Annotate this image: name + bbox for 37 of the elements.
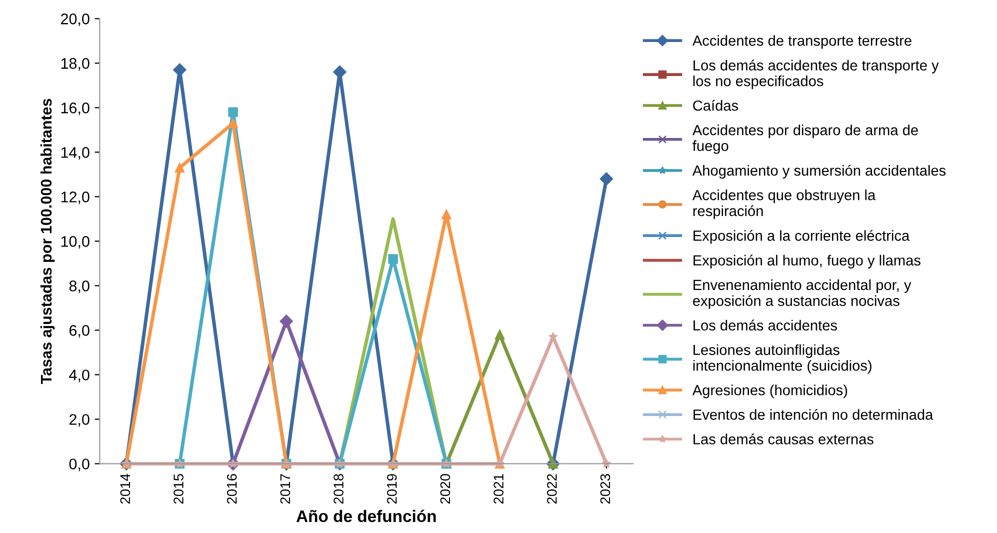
y-tick-label: 18,0: [61, 58, 90, 71]
y-axis-title: Tasas ajustadas por 100.000 habitantes: [40, 98, 55, 384]
y-tick-label: 16,0: [61, 102, 90, 116]
x-tick-label: 2014: [120, 474, 130, 504]
y-tick-label: 10,0: [61, 236, 90, 249]
legend-label: Accidentes que obstruyen la respiración: [692, 190, 876, 220]
legend-label: Envenenamiento accidental por, y exposición a sustancias nocivas: [693, 279, 912, 309]
x-tick-label: 2022: [546, 474, 557, 504]
legend-label: Accidentes por disparo de arma de fuego: [692, 124, 918, 154]
legend-label: Exposición al humo, fuego y llamas: [694, 254, 920, 268]
y-tick-label: 2,0: [70, 414, 90, 427]
y-tick-label: 14,0: [61, 147, 90, 160]
legend-label: Los demás accidentes de transporte y los no especificados: [693, 60, 939, 90]
y-tick-label: 4,0: [69, 370, 90, 382]
y-tick-label: 6,0: [70, 325, 90, 338]
x-tick-label: 2018: [334, 474, 344, 504]
legend-label: Ahogamiento y sumersión accidentales: [692, 164, 946, 179]
legend-label: Los demás accidentes: [694, 320, 837, 331]
y-tick-label: 20,0: [61, 14, 90, 26]
legend-label: Exposición a la corriente eléctrica: [694, 230, 910, 244]
legend-label: Caídas: [693, 100, 738, 111]
x-tick-label: 2017: [280, 474, 290, 504]
legend-label: Eventos de intención no determinada: [694, 408, 934, 420]
x-tick-label: 2023: [600, 474, 610, 504]
legend-label: Accidentes de transporte terrestre: [692, 35, 912, 49]
x-tick-label: 2021: [494, 474, 504, 504]
x-tick-label: 2020: [440, 474, 450, 504]
legend-label: Lesiones autoinfligidas intencionalmente (suicidios): [693, 344, 872, 374]
legend-label: Agresiones (homicidios): [692, 384, 848, 398]
x-tick-label: 2019: [386, 474, 397, 504]
legend-label: Las demás causas externas: [694, 433, 874, 444]
y-tick-label: 12,0: [61, 192, 90, 204]
y-tick-label: 8,0: [69, 280, 90, 294]
y-tick-label: 0,0: [69, 458, 90, 472]
x-tick-label: 2015: [174, 474, 184, 504]
x-axis-title: Año de defunción: [296, 510, 436, 522]
x-tick-label: 2016: [226, 474, 237, 504]
